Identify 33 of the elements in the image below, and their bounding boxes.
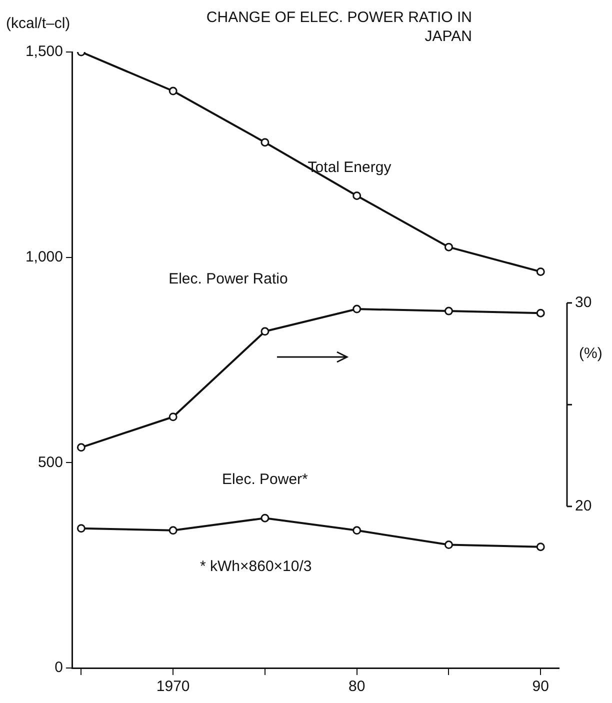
- annotation: * kWh×860×10/3: [200, 558, 312, 575]
- text: Elec. Power Ratio: [168, 270, 288, 288]
- y-axis-title: (kcal/t–cl): [6, 15, 70, 32]
- x-tick-label: 90: [532, 678, 549, 696]
- point: [168, 412, 178, 422]
- x-tick-label: 1970: [156, 678, 190, 696]
- point: [444, 242, 453, 252]
- y2-tick-label: 30: [575, 294, 592, 312]
- point: [536, 542, 545, 552]
- point: [168, 86, 178, 96]
- point: [352, 526, 362, 535]
- point: [260, 327, 270, 336]
- series-label: Total Energy: [308, 158, 392, 176]
- y-tick-label: 1,500: [25, 43, 63, 60]
- point: [260, 514, 270, 522]
- point: [444, 540, 453, 550]
- text: Elec. Power*: [222, 471, 308, 488]
- y-tick-label: 1,000: [25, 248, 63, 266]
- point: [444, 306, 453, 316]
- point: [168, 526, 178, 535]
- point: [536, 308, 545, 318]
- y2-tick-label: 20: [575, 498, 592, 515]
- point: [352, 191, 362, 200]
- point: [76, 524, 86, 533]
- x-tick-label: 80: [348, 678, 366, 696]
- point: [536, 267, 545, 276]
- y2-axis-title: (%): [579, 344, 602, 362]
- y-tick-label: 0: [54, 659, 63, 676]
- point: [352, 304, 362, 314]
- y-tick-label: 500: [38, 454, 63, 471]
- point: [260, 138, 270, 147]
- chart-title: CHANGE OF ELEC. POWER RATIO IN JAPAN: [205, 8, 472, 46]
- point: [76, 443, 86, 452]
